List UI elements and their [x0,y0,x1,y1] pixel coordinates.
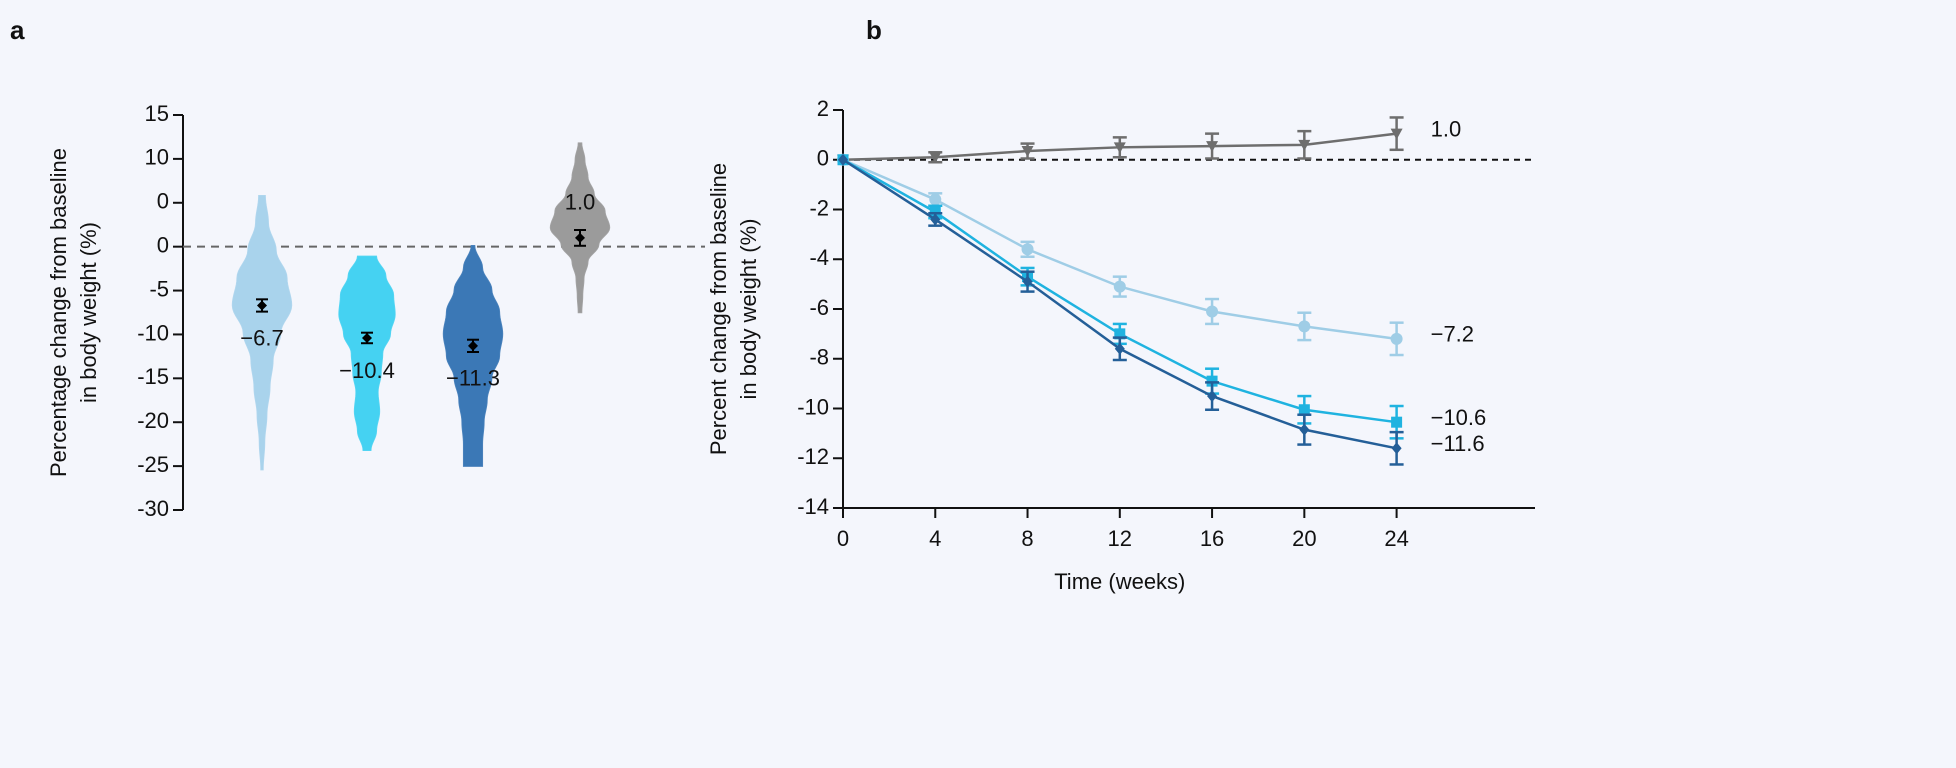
value-label: −11.3 [446,366,500,391]
marker [1391,442,1402,455]
y-tick-label: -15 [137,364,169,389]
y-tick-label: 0 [157,189,169,214]
mean-marker [468,340,478,351]
y-axis-label: in body weight (%) [76,222,101,403]
violin [338,255,396,452]
y-axis-label: in body weight (%) [736,219,761,400]
x-tick-label: 24 [1384,526,1408,551]
y-tick-label: -12 [797,444,829,469]
x-tick-label: 16 [1200,526,1224,551]
marker [1390,128,1403,140]
y-tick-label: 0 [817,146,829,171]
y-axis-label: Percentage change from baseline [46,148,71,477]
value-label: −6.7 [240,325,283,350]
value-label: −10.6 [1431,405,1487,430]
marker [1113,142,1126,154]
violin [549,142,611,314]
marker [1022,275,1033,288]
violin [442,245,504,467]
value-label: 1.0 [1431,116,1462,141]
marker [930,213,941,226]
y-tick-label: -20 [137,408,169,433]
marker [1114,328,1126,340]
marker [1113,280,1126,293]
panel-letter: b [866,15,882,45]
y-tick-label: 0 [157,232,169,257]
x-axis-label: Time (weeks) [1054,569,1185,594]
y-tick-label: -6 [809,295,829,320]
marker [1298,139,1311,151]
marker [1206,141,1219,153]
y-tick-label: -25 [137,452,169,477]
panel-letter: a [10,15,25,45]
y-tick-label: -14 [797,494,829,519]
value-label: −10.4 [339,358,395,383]
x-tick-label: 0 [837,526,849,551]
marker [1021,243,1034,256]
mean-marker [362,332,372,343]
x-tick-label: 12 [1108,526,1132,551]
marker [1298,404,1310,416]
y-tick-label: -5 [149,276,169,301]
y-tick-label: -2 [809,195,829,220]
y-tick-label: -10 [797,394,829,419]
y-tick-label: -8 [809,345,829,370]
mean-marker [257,300,267,311]
mean-marker [575,232,585,243]
value-label: −11.6 [1431,431,1485,456]
x-tick-label: 4 [929,526,941,551]
y-tick-label: 10 [145,145,169,170]
y-tick-label: 2 [817,96,829,121]
marker [1390,332,1403,345]
y-tick-label: 15 [145,101,169,126]
y-axis-label: Percent change from baseline [706,163,731,455]
marker [1207,390,1218,403]
x-tick-label: 8 [1021,526,1033,551]
value-label: −7.2 [1431,322,1474,347]
marker [1114,342,1125,355]
y-tick-label: -30 [137,496,169,521]
violin [231,195,293,471]
y-tick-label: -10 [137,320,169,345]
value-label: 1.0 [565,190,596,215]
marker [1298,320,1311,333]
marker [1206,305,1219,318]
marker [1021,146,1034,158]
marker [1391,416,1403,428]
x-tick-label: 20 [1292,526,1316,551]
marker [838,153,848,166]
marker [929,152,942,164]
y-tick-label: -4 [809,245,829,270]
marker [929,193,942,206]
marker [1299,423,1310,436]
